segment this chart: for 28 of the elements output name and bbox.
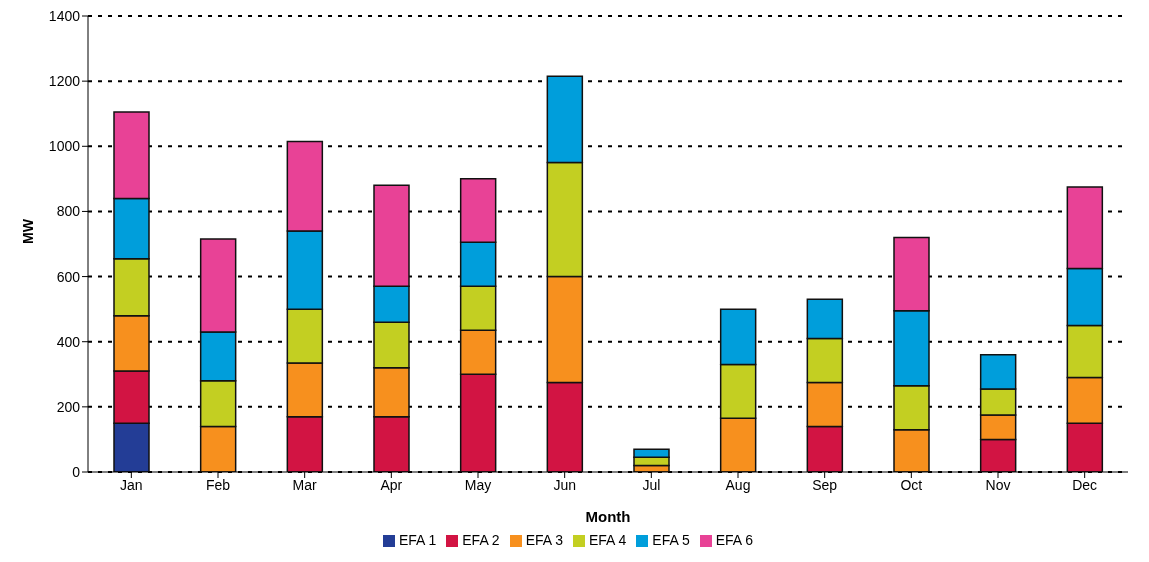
x-tick-label: Apr [380, 476, 403, 493]
x-tick-label: Feb [205, 476, 231, 493]
y-tick-label: 0 [72, 463, 81, 480]
x-tick-label: Dec [1072, 476, 1098, 493]
x-tick-label: Jun [553, 476, 576, 493]
x-tick-label: Mar [292, 476, 318, 493]
x-tick-label: Aug [725, 476, 751, 493]
legend-label: EFA 2 [462, 532, 500, 548]
x-tick-label: Jul [642, 476, 661, 493]
legend-label: EFA 5 [652, 532, 690, 548]
legend-label: EFA 4 [589, 532, 627, 548]
legend-label: EFA 6 [715, 532, 754, 548]
y-tick-label: 1200 [48, 73, 81, 90]
x-tick-label: Jan [120, 476, 143, 493]
legend-label: EFA 3 [525, 532, 563, 548]
y-tick-label: 800 [56, 203, 81, 220]
x-tick-label: Sep [812, 476, 838, 493]
y-tick-label: 600 [56, 268, 81, 285]
x-tick-label: May [464, 476, 492, 493]
x-axis-title: Month [585, 508, 631, 525]
y-tick-label: 400 [56, 333, 81, 350]
y-axis-title: MW [19, 218, 36, 244]
y-tick-label: 200 [56, 398, 81, 415]
x-tick-label: Oct [900, 476, 923, 493]
y-tick-label: 1000 [48, 138, 81, 155]
legend-label: EFA 1 [398, 532, 437, 548]
x-tick-label: Nov [985, 476, 1011, 493]
y-tick-label: 1400 [48, 7, 81, 24]
